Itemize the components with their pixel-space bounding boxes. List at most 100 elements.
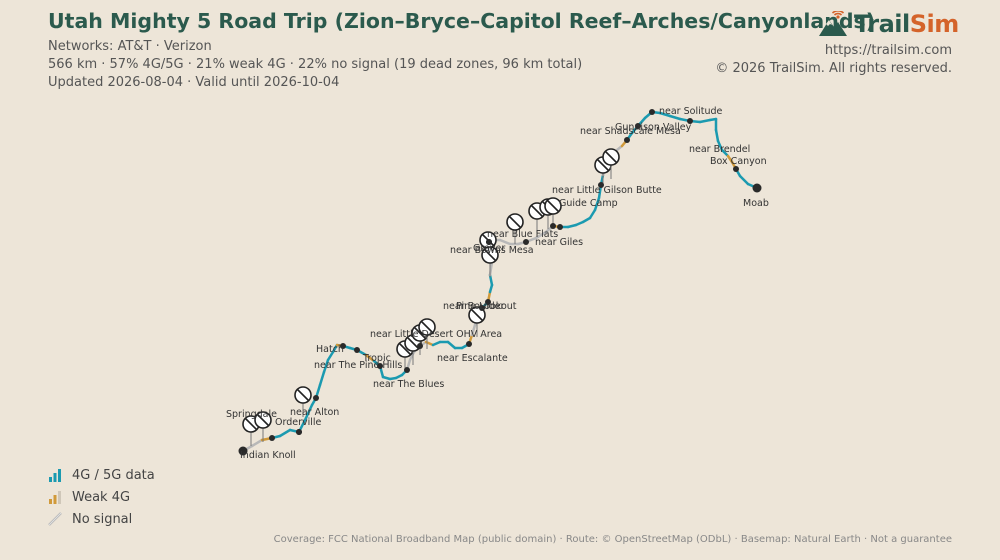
legend-item-good: 4G / 5G data (48, 464, 155, 486)
route-segment (566, 223, 578, 229)
place-label: Pine Lookout (456, 301, 517, 312)
place-dot (624, 137, 630, 143)
place-dot (486, 239, 492, 245)
dead-zone-marker (481, 246, 499, 277)
route-segment (431, 340, 442, 347)
place-label: near Little Gilson Butte (552, 185, 662, 196)
place-dot (635, 123, 641, 129)
route-segment (250, 438, 264, 448)
place-label: near The Blues (373, 379, 444, 390)
brand-url[interactable]: https://trailsim.com (824, 43, 952, 58)
place-label: near Boulder (443, 301, 504, 312)
place-dot (269, 435, 275, 441)
route-segment (574, 220, 585, 227)
place-dot (557, 224, 563, 230)
dead-zone-marker (418, 318, 436, 349)
dead-zone-marker (506, 213, 524, 244)
place-dot (340, 343, 346, 349)
page-title: Utah Mighty 5 Road Trip (Zion–Bryce–Capi… (48, 9, 876, 33)
place-label: Box Canyon (710, 156, 767, 167)
place-label: near Little Desert OHV Area (370, 329, 502, 340)
route-end-dot (752, 183, 762, 193)
route-start-dot (238, 446, 248, 456)
place-dot (296, 429, 302, 435)
route-segment (716, 139, 724, 152)
attribution-footer: Coverage: FCC National Broadband Map (pu… (273, 534, 952, 545)
dead-zone-marker (602, 148, 620, 179)
place-label: Orderville (275, 417, 322, 428)
updated-text: Updated 2026-08-04 · Valid until 2026-10… (48, 75, 340, 90)
place-dot (550, 223, 556, 229)
place-label: Hatch (316, 344, 344, 355)
place-label: near Bowns Mesa (450, 245, 534, 256)
route-segment (738, 174, 750, 186)
route-segment (470, 323, 477, 337)
place-label: near Giles (535, 237, 583, 248)
networks-text: Networks: AT&T · Verizon (48, 39, 212, 54)
route-segment (498, 238, 512, 246)
place-dot (466, 341, 472, 347)
mountain-signal-logo-icon (819, 11, 847, 36)
place-dot (649, 109, 655, 115)
no-signal-slash-icon (48, 512, 62, 526)
brand-name: TrailSim (854, 10, 959, 38)
place-dot (687, 118, 693, 124)
place-label: Tropic (362, 353, 391, 364)
place-label: Grover (473, 243, 505, 254)
place-dot (485, 299, 491, 305)
route-segment (318, 370, 326, 387)
place-dot (404, 367, 410, 373)
place-dot (417, 343, 423, 349)
route-segment (331, 343, 339, 354)
place-label: Moab (743, 198, 769, 209)
place-dot (313, 395, 319, 401)
dead-zone-marker (544, 197, 562, 228)
place-dot (354, 347, 360, 353)
signal-bars-icon (49, 469, 61, 482)
legend: 4G / 5G data Weak 4G No signal (48, 464, 155, 530)
place-label: Guide Camp (559, 198, 618, 209)
route-segment (278, 428, 292, 438)
route-segment (364, 353, 376, 363)
place-label: Indian Knoll (240, 450, 296, 461)
dead-zone-marker (254, 411, 272, 442)
copyright-text: © 2026 TrailSim. All rights reserved. (715, 61, 952, 76)
dead-zone-marker (468, 306, 486, 337)
route-segment (534, 230, 548, 240)
place-dot (479, 305, 485, 311)
legend-item-none: No signal (48, 508, 155, 530)
place-label: near Blue Flats (487, 229, 558, 240)
legend-item-weak: Weak 4G (48, 486, 155, 508)
route-segment (304, 403, 314, 420)
route-segment (698, 118, 712, 124)
route-segment (720, 148, 730, 158)
route-stats: 566 km · 57% 4G/5G · 21% weak 4G · 22% n… (48, 57, 583, 72)
place-label: near Brendel (689, 144, 750, 155)
place-label: near The Pine Hills (314, 360, 402, 371)
route-segment (714, 128, 720, 143)
place-dot (733, 166, 739, 172)
route-segment (588, 208, 597, 220)
place-label: Springdale (226, 409, 277, 420)
route-segment (446, 340, 457, 350)
brand-logo[interactable]: TrailSim (818, 10, 959, 38)
route-line (241, 110, 759, 453)
route-segment (658, 111, 672, 118)
route-segment (593, 196, 601, 212)
place-label: near Alton (290, 407, 339, 418)
route-segment (668, 114, 682, 121)
place-label: Gunnison Valley (615, 122, 692, 133)
route-segment (322, 358, 330, 374)
place-dot (377, 363, 383, 369)
route-segment (326, 350, 335, 362)
place-dot (523, 239, 529, 245)
weak-signal-bars-icon (49, 491, 61, 504)
route-segment (581, 216, 592, 224)
place-label: near Shadscale Mesa (580, 126, 681, 137)
place-dot (598, 182, 604, 188)
place-label: near Solitude (659, 106, 723, 117)
place-label: near Escalante (437, 353, 508, 364)
dead-zone-marker (294, 386, 312, 417)
